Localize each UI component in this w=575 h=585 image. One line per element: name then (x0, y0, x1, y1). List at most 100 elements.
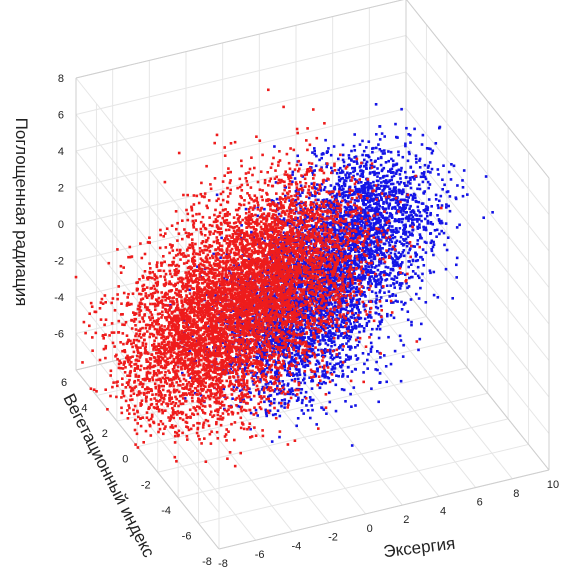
data-point (309, 309, 312, 313)
data-point (399, 209, 402, 212)
data-point (298, 327, 302, 331)
data-point (367, 184, 371, 187)
data-point (363, 209, 367, 213)
data-point (342, 388, 346, 392)
data-point (420, 214, 423, 218)
data-point (394, 186, 397, 189)
data-point (274, 330, 278, 334)
data-point (374, 103, 378, 106)
data-point (339, 232, 342, 236)
data-point (334, 409, 338, 413)
data-point (363, 158, 366, 162)
data-point (275, 197, 279, 201)
data-point (395, 280, 399, 284)
data-point (305, 242, 308, 245)
data-point (370, 209, 373, 212)
data-point (315, 286, 318, 290)
data-point (444, 267, 448, 271)
data-point (280, 268, 284, 271)
data-point (366, 367, 369, 370)
data-point (363, 187, 367, 190)
data-point (364, 250, 367, 254)
data-point (430, 249, 434, 253)
data-point (360, 277, 363, 281)
data-point (403, 198, 406, 202)
data-point (392, 282, 395, 285)
data-point (316, 283, 319, 287)
data-point (362, 329, 366, 333)
data-point (328, 273, 332, 277)
data-point (436, 204, 440, 207)
data-point (353, 243, 357, 247)
data-point (328, 309, 332, 313)
data-point (340, 169, 344, 173)
data-point (331, 365, 335, 369)
data-point (391, 216, 394, 219)
data-point (392, 187, 396, 191)
data-point (345, 342, 348, 345)
data-point (323, 186, 327, 189)
data-point (301, 266, 304, 269)
data-point (308, 400, 311, 403)
data-point (363, 194, 367, 197)
data-point (354, 245, 358, 248)
data-point (429, 221, 433, 224)
data-point (409, 141, 412, 144)
data-point (294, 194, 298, 198)
data-point (350, 309, 354, 313)
data-point (355, 298, 359, 302)
data-point (447, 204, 450, 208)
data-point (308, 347, 312, 350)
data-point (325, 198, 329, 201)
data-point (407, 285, 411, 288)
data-point (356, 172, 359, 176)
data-point (303, 323, 307, 326)
data-point (302, 365, 305, 368)
data-point (411, 210, 414, 213)
data-point (350, 444, 354, 447)
data-point (375, 187, 379, 191)
data-point (388, 221, 392, 225)
data-point (332, 275, 336, 278)
data-point (351, 216, 355, 219)
data-point (360, 186, 364, 189)
data-point (400, 218, 403, 221)
data-point (370, 255, 373, 259)
data-point (323, 267, 326, 271)
data-point (224, 340, 227, 343)
data-point (371, 187, 374, 190)
data-point (321, 276, 324, 280)
data-point (403, 239, 406, 242)
data-point (385, 284, 389, 287)
data-point (399, 198, 403, 202)
data-point (394, 227, 398, 230)
data-point (359, 215, 362, 218)
data-point (337, 347, 341, 350)
data-point (342, 336, 345, 339)
data-point (364, 154, 368, 157)
data-point (405, 126, 408, 130)
data-point (256, 414, 259, 417)
data-point (357, 325, 361, 328)
data-point (437, 173, 440, 176)
data-point (321, 370, 324, 373)
data-point (407, 260, 410, 263)
data-point (367, 316, 370, 319)
data-point (446, 236, 450, 239)
data-point (386, 273, 389, 276)
data-point (274, 360, 278, 364)
data-point (387, 159, 390, 163)
data-point (259, 370, 263, 373)
data-point (349, 279, 352, 282)
data-point (370, 290, 374, 293)
data-point (424, 251, 428, 254)
data-point (274, 181, 278, 184)
data-point (372, 202, 376, 205)
data-point (363, 308, 367, 312)
data-point (390, 175, 394, 179)
data-point (440, 229, 443, 233)
data-point (304, 229, 307, 232)
data-point (333, 198, 337, 201)
data-point (322, 240, 326, 243)
side-wall-grid-line (405, 254, 550, 434)
